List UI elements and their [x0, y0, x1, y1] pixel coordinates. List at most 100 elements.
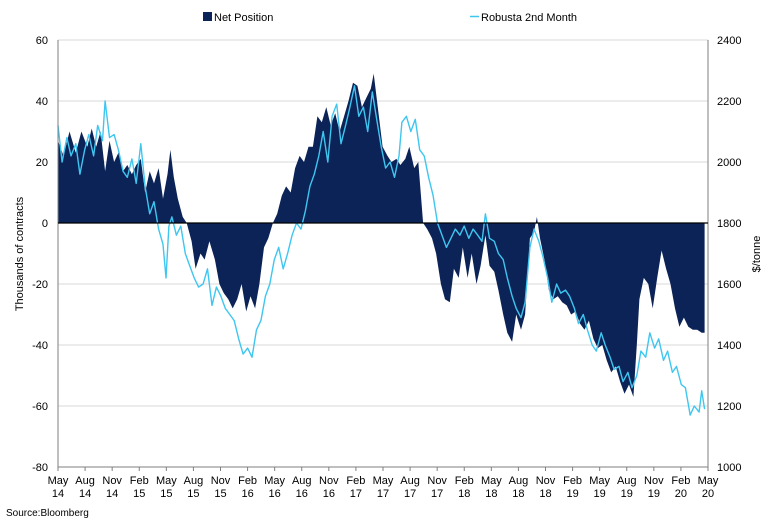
- x-tick-month: Aug: [75, 475, 95, 487]
- x-tick-year: 17: [404, 488, 416, 500]
- x-tick-year: 19: [566, 488, 578, 500]
- x-tick-month: Aug: [617, 475, 637, 487]
- x-tick-year: 16: [241, 488, 253, 500]
- x-tick-month: Feb: [671, 475, 690, 487]
- x-tick-month: May: [589, 475, 610, 487]
- x-tick-year: 15: [214, 488, 226, 500]
- left-tick-label: 40: [36, 96, 48, 108]
- chart-canvas: 60 40 20 0 -20 -40 -60 -80 2400 2200 2000 1800 1600…: [14, 12, 763, 500]
- x-tick-month: May: [698, 475, 719, 487]
- x-tick-year: 14: [52, 488, 64, 500]
- right-axis-title: $/tonne: [751, 236, 763, 273]
- x-tick-year: 19: [648, 488, 660, 500]
- left-tick-label: -20: [32, 279, 48, 291]
- legend-swatch-net-position: [203, 12, 212, 21]
- x-tick-month: Nov: [644, 475, 664, 487]
- x-tick-month: May: [156, 475, 177, 487]
- x-tick-month: May: [481, 475, 502, 487]
- right-tick-label: 1400: [717, 340, 741, 352]
- left-tick-label: -60: [32, 401, 48, 413]
- net-position-area: [58, 73, 705, 397]
- x-tick-year: 20: [675, 488, 687, 500]
- left-tick-label: 60: [36, 35, 48, 47]
- x-tick-month: Feb: [238, 475, 257, 487]
- x-tick-month: Aug: [509, 475, 529, 487]
- right-tick-label: 2400: [717, 35, 741, 47]
- x-tick-month: May: [48, 475, 69, 487]
- x-tick-year: 18: [512, 488, 524, 500]
- x-tick-month: Feb: [130, 475, 149, 487]
- x-tick-year: 18: [485, 488, 497, 500]
- x-tick-month: Aug: [184, 475, 204, 487]
- x-tick-month: Nov: [319, 475, 339, 487]
- x-tick-year: 14: [106, 488, 118, 500]
- net-position-area-layer: [58, 73, 705, 397]
- x-tick-year: 17: [377, 488, 389, 500]
- right-tick-label: 1600: [717, 279, 741, 291]
- x-tick-year: 17: [350, 488, 362, 500]
- right-axis-ticks: 2400 2200 2000 1800 1600 1400 1200 1000: [717, 35, 741, 474]
- robusta-line: [57, 85, 706, 416]
- x-tick-month: Nov: [211, 475, 231, 487]
- x-tick-year: 20: [702, 488, 714, 500]
- x-tick-month: Nov: [102, 475, 122, 487]
- x-tick-year: 15: [187, 488, 199, 500]
- left-tick-label: -40: [32, 340, 48, 352]
- x-tick-year: 15: [160, 488, 172, 500]
- robusta-line-layer: [57, 85, 706, 416]
- x-tick-month: Feb: [455, 475, 474, 487]
- right-tick-label: 1000: [717, 462, 741, 474]
- x-tick-year: 17: [431, 488, 443, 500]
- legend-label-robusta: Robusta 2nd Month: [481, 12, 577, 24]
- x-axis-ticks: May14Aug14Nov14Feb15May15Aug15Nov15Feb16…: [48, 467, 719, 500]
- x-tick-year: 14: [79, 488, 91, 500]
- x-tick-year: 18: [458, 488, 470, 500]
- left-axis-title: Thousands of contracts: [14, 196, 26, 311]
- source-note: Source:Bloomberg: [6, 508, 89, 519]
- legend-label-net-position: Net Position: [214, 12, 273, 24]
- x-tick-month: Aug: [292, 475, 312, 487]
- x-tick-month: Feb: [346, 475, 365, 487]
- right-tick-label: 1200: [717, 401, 741, 413]
- x-tick-month: Nov: [427, 475, 447, 487]
- x-tick-year: 15: [133, 488, 145, 500]
- x-tick-year: 16: [323, 488, 335, 500]
- right-tick-label: 1800: [717, 218, 741, 230]
- x-tick-month: Nov: [536, 475, 556, 487]
- right-tick-label: 2000: [717, 157, 741, 169]
- right-tick-label: 2200: [717, 96, 741, 108]
- x-tick-month: Aug: [400, 475, 420, 487]
- x-tick-month: Feb: [563, 475, 582, 487]
- left-axis-ticks: 60 40 20 0 -20 -40 -60 -80: [32, 35, 48, 474]
- x-tick-year: 19: [621, 488, 633, 500]
- left-tick-label: -80: [32, 462, 48, 474]
- x-tick-year: 19: [594, 488, 606, 500]
- x-tick-month: May: [373, 475, 394, 487]
- legend: Net Position Robusta 2nd Month: [203, 12, 577, 24]
- left-tick-label: 20: [36, 157, 48, 169]
- x-tick-year: 18: [539, 488, 551, 500]
- left-tick-label: 0: [42, 218, 48, 230]
